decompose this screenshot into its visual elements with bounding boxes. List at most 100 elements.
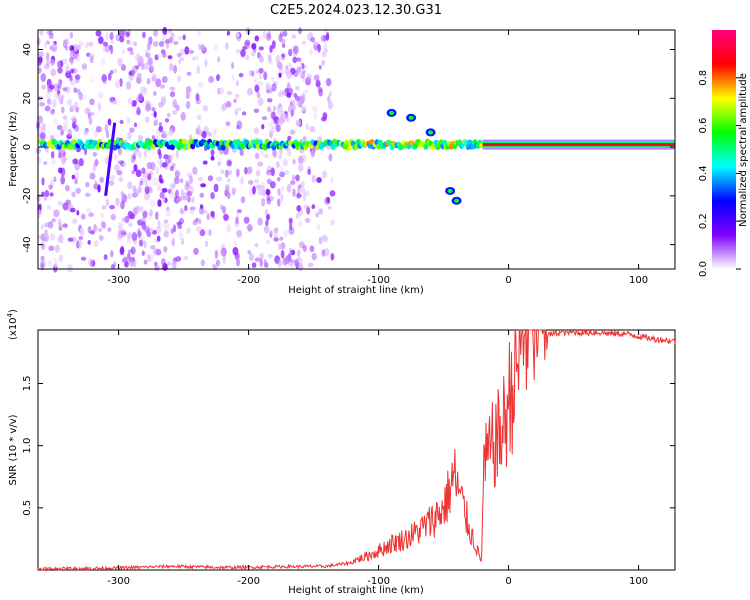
noise-dot	[185, 91, 190, 100]
noise-dot	[196, 114, 202, 121]
noise-dot	[43, 41, 48, 49]
noise-dot	[267, 53, 272, 63]
noise-dot	[208, 75, 215, 84]
noise-dot	[77, 239, 83, 249]
noise-dot	[301, 63, 305, 70]
noise-dot	[167, 261, 172, 266]
noise-dot	[57, 200, 63, 207]
carrier-spot	[181, 138, 187, 145]
noise-dot	[112, 99, 118, 105]
noise-dot	[155, 118, 159, 127]
noise-dot	[159, 179, 164, 184]
noise-dot	[61, 106, 65, 114]
noise-dot	[89, 98, 95, 106]
noise-dot	[247, 179, 254, 186]
noise-dot	[174, 189, 180, 199]
noise-dot	[323, 43, 327, 52]
noise-dot	[299, 73, 303, 78]
noise-dot	[104, 156, 109, 165]
noise-dot	[179, 56, 185, 62]
noise-dot	[161, 34, 168, 43]
noise-dot	[192, 56, 196, 61]
y-tick-label: 1.5	[22, 376, 33, 392]
noise-dot	[107, 72, 112, 81]
noise-dot	[264, 208, 268, 217]
noise-dot	[330, 252, 335, 261]
noise-dot	[170, 182, 176, 189]
noise-dot	[73, 101, 78, 108]
noise-dot	[301, 40, 307, 45]
noise-dot	[277, 116, 284, 126]
noise-dot	[40, 73, 47, 82]
noise-dot	[143, 149, 148, 158]
noise-dot	[266, 214, 271, 220]
noise-dot	[119, 119, 124, 125]
noise-dot	[303, 204, 310, 209]
noise-dot	[144, 185, 150, 195]
split-trace-inner	[389, 110, 395, 115]
noise-dot	[133, 164, 138, 172]
noise-dot	[298, 155, 304, 165]
noise-dot	[89, 230, 95, 235]
noise-dot	[299, 59, 303, 66]
noise-dot	[254, 243, 259, 248]
noise-dot	[157, 199, 162, 207]
noise-dot	[44, 105, 51, 112]
noise-dot	[53, 83, 59, 92]
noise-dot	[235, 31, 240, 38]
noise-dot	[174, 170, 181, 178]
noise-dot	[309, 245, 315, 253]
noise-dot	[110, 264, 116, 269]
noise-dot	[52, 42, 56, 48]
noise-dot	[71, 174, 76, 180]
noise-dot	[284, 169, 290, 176]
noise-dot	[300, 180, 305, 188]
noise-dot	[183, 195, 189, 201]
noise-dot	[62, 115, 68, 120]
noise-dot	[51, 218, 56, 223]
noise-dot	[71, 121, 77, 129]
noise-dot	[155, 248, 162, 256]
noise-dot	[278, 154, 282, 160]
noise-dot	[184, 205, 188, 212]
noise-dot	[252, 46, 257, 54]
noise-dot	[148, 212, 152, 221]
noise-dot	[225, 101, 232, 108]
noise-dot	[158, 152, 162, 160]
noise-dot	[80, 213, 86, 220]
noise-dot	[46, 30, 52, 36]
noise-dot	[288, 217, 293, 224]
noise-dot	[248, 252, 255, 262]
noise-dot	[285, 118, 290, 123]
colorbar: 0.0 0.2 0.4 0.6 0.8 Normalized spectral ampl…	[698, 30, 749, 277]
y-tick-label: 1.0	[22, 438, 33, 454]
noise-dot	[121, 48, 126, 55]
noise-dot	[64, 64, 70, 73]
noise-dot	[309, 48, 313, 56]
noise-dot	[195, 127, 200, 135]
noise-dot	[120, 64, 127, 71]
noise-dot	[258, 187, 263, 196]
noise-dot	[139, 180, 144, 186]
noise-dot	[310, 36, 316, 43]
noise-dot	[102, 45, 107, 53]
noise-dot	[89, 56, 94, 64]
colorbar-gradient	[712, 30, 736, 269]
noise-dot	[88, 117, 93, 125]
noise-dot	[119, 246, 125, 256]
noise-dot	[128, 222, 133, 227]
noise-dot	[60, 175, 66, 185]
noise-dot	[225, 121, 231, 127]
noise-dot	[168, 36, 174, 44]
noise-dot	[315, 212, 320, 218]
noise-dot	[64, 45, 69, 51]
noise-dot	[144, 178, 148, 188]
noise-dot	[327, 101, 334, 110]
snr-x-axis-label: Height of straight line (km)	[288, 585, 424, 596]
noise-dot	[48, 245, 55, 252]
noise-dot	[129, 69, 136, 76]
noise-dot	[321, 234, 326, 243]
noise-dot	[126, 117, 131, 124]
noise-dot	[162, 26, 168, 36]
